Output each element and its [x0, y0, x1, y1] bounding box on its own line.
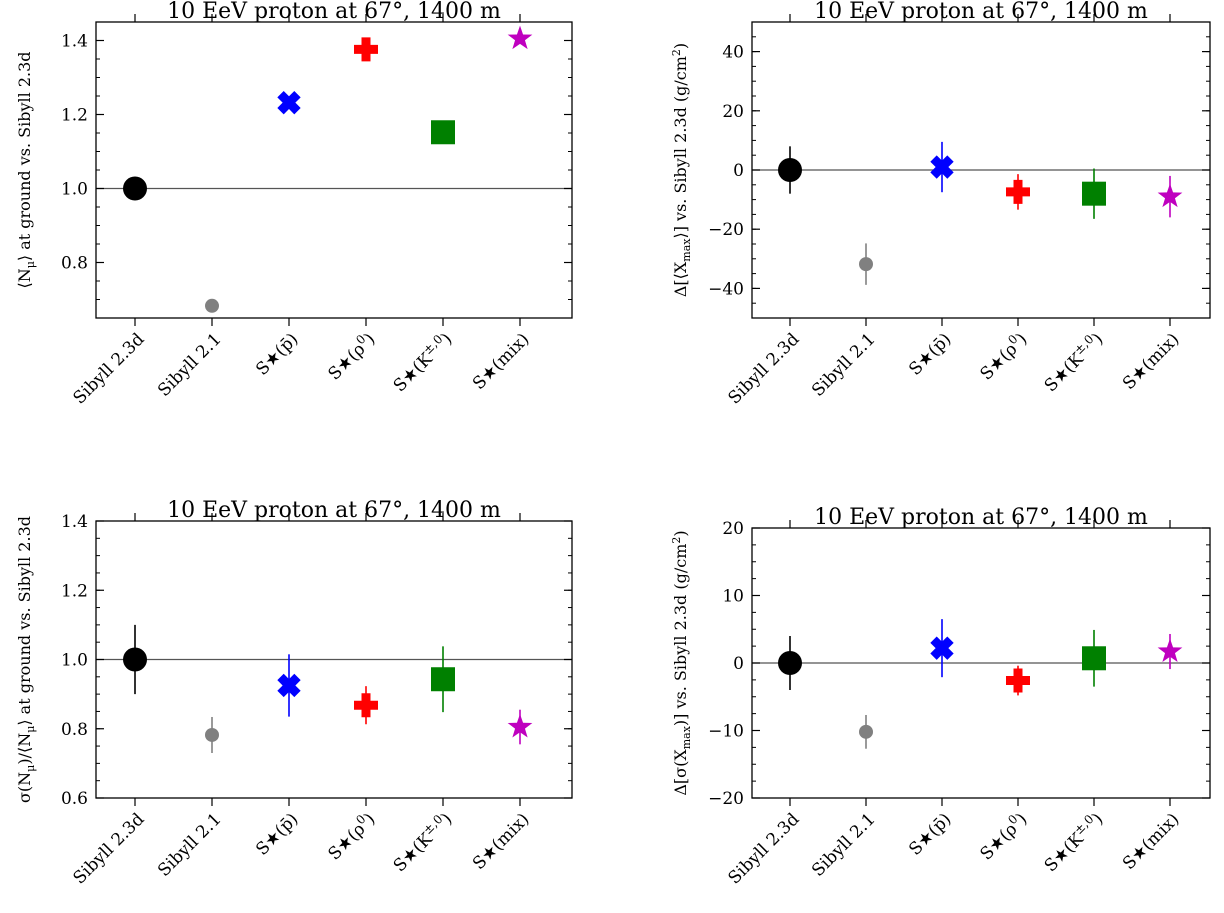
data-point: [1006, 668, 1030, 693]
x-tick-label: S★(p̄): [252, 809, 302, 859]
data-point: [431, 120, 455, 145]
data-point: [1082, 646, 1106, 671]
x-tick-label: Sibyll 2.3d: [70, 329, 149, 408]
x-tick-label: Sibyll 2.1: [154, 809, 225, 880]
x-tick-label: Sibyll 2.1: [808, 809, 879, 880]
x-tick-label: S★(ρ0): [322, 327, 379, 384]
x-tick-label: Sibyll 2.3d: [725, 329, 804, 408]
x-tick-label: S★(p̄): [252, 329, 302, 379]
chart-panel-3: 0.6 0.8 1.0 1.2 1.4 Sibyll 2.3d Sibyll 2.1 S★(p…: [15, 498, 573, 888]
y-axis-label: ⟨Nμ⟩ at ground vs. Sibyll 2.3d: [15, 51, 37, 288]
y-tick-label: 1.0: [61, 180, 88, 200]
x-tick-label: Sibyll 2.3d: [70, 809, 149, 888]
y-tick-label: −20: [708, 220, 744, 240]
data-point: [930, 636, 954, 660]
y-tick-label: 40: [722, 43, 744, 63]
plot-frame: [95, 21, 573, 319]
y-tick-label: 1.0: [61, 651, 88, 671]
data-point: [930, 155, 954, 179]
y-tick-label: 0.8: [61, 720, 88, 740]
y-tick-label: −10: [708, 722, 744, 742]
x-tick-label: S★(K±,0): [388, 327, 457, 396]
x-tick-label: S★(p̄): [905, 329, 955, 379]
chart-title: 10 EeV proton at 67°, 1400 m: [167, 498, 501, 523]
y-tick-label: −20: [708, 789, 744, 809]
data-point: [778, 651, 802, 675]
chart-panel-2: −40 −20 0 20 40 Sibyll 2.3d Sibyll 2.1 S★(p̄) S★…: [670, 0, 1211, 408]
data-point: [431, 667, 455, 692]
x-tick-label: Sibyll 2.1: [808, 329, 879, 400]
y-tick-label: 1.4: [61, 32, 88, 52]
x-tick-label: S★(K±,0): [388, 807, 457, 876]
data-point: [123, 176, 147, 201]
data-point: [507, 714, 533, 738]
y-tick-label: 20: [722, 519, 744, 539]
x-tick-label: S★(mix): [1119, 809, 1184, 874]
data-point: [507, 25, 533, 50]
y-tick-label: 1.2: [61, 581, 88, 601]
x-tick-label: S★(mix): [469, 809, 534, 874]
data-point: [123, 647, 147, 672]
data-point: [1006, 179, 1030, 204]
chart-title: 10 EeV proton at 67°, 1400 m: [167, 0, 501, 24]
y-axis-label: Δ[⟨Xmax⟩] vs. Sibyll 2.3d (g/cm2): [670, 43, 693, 297]
y-tick-label: −40: [708, 279, 744, 299]
data-point: [354, 693, 378, 718]
data-point: [1157, 638, 1183, 663]
data-point: [277, 673, 301, 698]
y-tick-label: 10: [722, 587, 744, 607]
data-point: [778, 158, 802, 182]
y-axis-label: σ(Nμ)/⟨Nμ⟩ at ground vs. Sibyll 2.3d: [15, 516, 37, 803]
data-point: [354, 37, 378, 62]
x-tick-label: S★(p̄): [905, 809, 955, 859]
data-point: [277, 90, 301, 115]
y-tick-label: 20: [722, 102, 744, 122]
data-point: [1082, 181, 1106, 206]
y-tick-label: 0.6: [61, 789, 88, 809]
data-point: [859, 257, 873, 272]
chart-panel-1: 0.8 1.0 1.2 1.4 Sibyll 2.3d Sibyll 2.1 S★(p̄) S…: [15, 0, 573, 408]
chart-title: 10 EeV proton at 67°, 1400 m: [814, 505, 1148, 530]
y-tick-label: 0.8: [61, 254, 88, 274]
x-tick-label: S★(ρ0): [322, 807, 379, 864]
x-tick-label: S★(ρ0): [974, 807, 1031, 864]
x-tick-label: Sibyll 2.3d: [725, 809, 804, 888]
chart-panel-4: −20 −10 0 10 20 Sibyll 2.3d Sibyll 2.1 S★(p̄) S★…: [670, 505, 1211, 888]
y-tick-label: 1.2: [61, 106, 88, 126]
x-tick-label: S★(K±,0): [1039, 807, 1108, 876]
y-axis-label: Δ[σ(Xmax)] vs. Sibyll 2.3d (g/cm2): [670, 530, 693, 795]
x-tick-label: S★(K±,0): [1039, 327, 1108, 396]
data-point: [859, 724, 873, 739]
data-point: [205, 298, 219, 313]
x-tick-label: S★(mix): [469, 329, 534, 394]
y-tick-label: 0: [733, 161, 744, 181]
x-tick-label: S★(ρ0): [974, 327, 1031, 384]
x-tick-label: S★(mix): [1119, 329, 1184, 394]
data-point: [205, 727, 219, 742]
x-tick-label: Sibyll 2.1: [154, 329, 225, 400]
y-tick-label: 1.4: [61, 512, 88, 532]
data-point: [1157, 183, 1183, 208]
chart-title: 10 EeV proton at 67°, 1400 m: [814, 0, 1148, 24]
y-tick-label: 0: [733, 654, 744, 674]
